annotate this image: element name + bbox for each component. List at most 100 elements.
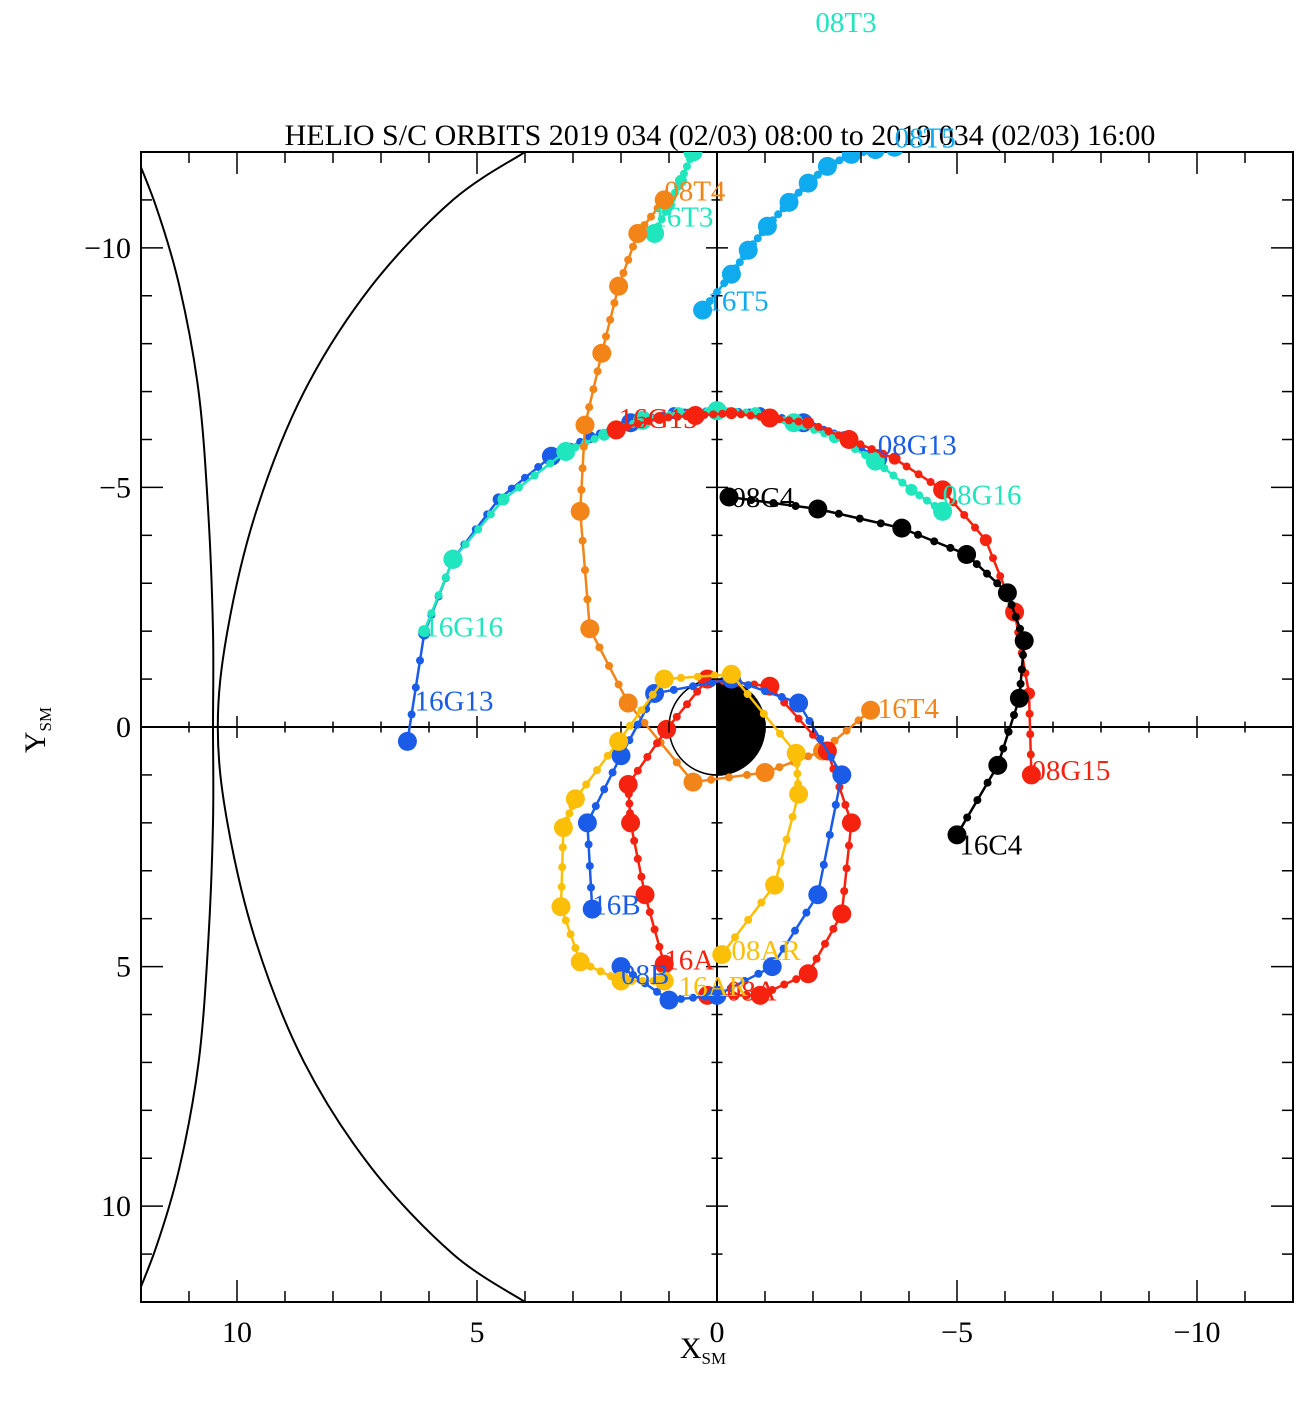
orbit-point-G16: [497, 493, 510, 506]
orbit-dot-A: [812, 954, 821, 963]
orbit-point-A: [618, 775, 638, 794]
orbit-dot-T3: [657, 215, 666, 224]
orbit-point-T3: [683, 152, 703, 162]
orbit-dot-B: [689, 993, 697, 1002]
orbit-dot-C4: [747, 495, 756, 504]
orbit-dot-T4: [577, 485, 586, 494]
orbit-dot-A: [729, 991, 738, 1000]
chart-title: HELIO S/C ORBITS 2019 034 (02/03) 08:00 …: [285, 119, 1156, 152]
orbit-dot-A: [645, 908, 654, 917]
orbit-dot-C4: [973, 796, 982, 805]
orbit-dot-A: [794, 714, 803, 723]
orbit-dot-B: [805, 717, 814, 726]
orbit-point-AR: [570, 952, 590, 972]
orbit-dot-A: [821, 939, 829, 948]
orbit-dot-G15: [718, 409, 727, 418]
orbit-dot-T4: [579, 442, 588, 451]
orbit-dot-C4: [983, 569, 991, 578]
orbit-dot-G15: [737, 410, 745, 419]
orbit-dot-G15: [673, 412, 682, 421]
orbit-dot-G15: [856, 440, 865, 449]
orbit-dot-B: [816, 734, 825, 743]
orbit-start-label-A: 16A: [664, 944, 714, 976]
orbit-dot-B: [754, 969, 763, 978]
orbit-dot-G16: [427, 609, 436, 618]
orbit-point-AR: [611, 971, 631, 991]
orbit-dot-G15: [902, 462, 911, 471]
orbit-dot-G15: [644, 416, 653, 425]
orbit-dot-T4: [672, 758, 681, 767]
orbit-dot-C4: [834, 509, 843, 518]
orbit-point-T4: [683, 772, 703, 792]
orbit-end-label-G16: 16G16: [424, 611, 503, 643]
orbit-point-G13: [541, 446, 561, 466]
orbit-point-AR: [712, 945, 732, 965]
orbit-point-AR: [789, 784, 809, 804]
orbit-dot-AR: [793, 769, 802, 778]
orbit-dot-A: [841, 800, 850, 809]
orbit-dot-G16: [486, 510, 495, 519]
orbit-end-label-T3: 16T3: [652, 202, 713, 234]
orbit-dot-C4: [983, 778, 992, 787]
orbit-dot-T5: [713, 288, 721, 297]
orbit-dot-C4: [972, 560, 981, 569]
orbit-dot-T3: [683, 162, 691, 171]
orbit-point-T5: [779, 192, 799, 212]
orbit-point-G15: [685, 406, 705, 426]
orbit-point-AR: [721, 664, 741, 684]
orbit-G16: [418, 401, 953, 638]
orbit-dot-G15: [814, 422, 823, 431]
orbit-dot-AR: [776, 858, 785, 867]
orbit-dot-T4: [593, 367, 602, 376]
orbit-point-C4: [988, 755, 1008, 775]
orbit-point-G15: [888, 452, 901, 465]
orbit-point-AR: [609, 731, 629, 751]
orbit-dot-G13: [534, 463, 543, 472]
orbit-dot-AR: [731, 933, 739, 942]
orbit-dot-T4: [707, 775, 715, 784]
earth-night-side: [717, 679, 765, 775]
orbit-dot-G15: [785, 416, 793, 425]
orbit-dot-A: [655, 942, 664, 951]
orbit-dot-A: [650, 925, 659, 934]
orbit-dot-A: [768, 985, 777, 994]
orbit-end-label-AR: 16AR: [679, 971, 749, 1003]
orbit-dot-G16: [530, 471, 539, 480]
orbit-dot-T4: [610, 298, 619, 307]
orbit-dot-T4: [578, 536, 587, 545]
orbit-dot-A: [842, 864, 851, 873]
orbit-point-C4: [947, 825, 967, 845]
orbit-dot-G16: [441, 573, 450, 582]
orbit-dot-A: [780, 980, 789, 989]
y-tick-label: 0: [116, 711, 131, 744]
orbit-dot-G16: [590, 434, 599, 443]
orbit-dot-G16: [434, 591, 443, 600]
orbit-point-G15: [839, 430, 859, 449]
orbit-dot-A: [845, 841, 853, 850]
orbit-point-B: [808, 885, 828, 905]
orbit-dot-B: [701, 992, 709, 1001]
orbit-dot-G16: [889, 471, 898, 480]
orbit-dot-B: [802, 908, 811, 917]
orbit-end-label-T4: 16T4: [878, 693, 940, 725]
orbit-dot-AR: [637, 706, 646, 715]
orbit-point-G16: [933, 501, 953, 521]
orbit-dot-A: [633, 766, 642, 775]
x-axis-label: XSM: [680, 1332, 726, 1368]
orbit-point-B: [577, 813, 597, 833]
orbit-dot-AR: [565, 809, 574, 818]
orbit-dot-B: [827, 752, 835, 761]
orbit-point-T4: [654, 190, 674, 210]
orbit-dot-T4: [614, 680, 623, 689]
orbit-dot-C4: [1011, 612, 1020, 621]
orbit-point-AR: [654, 971, 674, 991]
orbit-dot-B: [677, 994, 685, 1003]
orbit-dot-AR: [603, 751, 612, 760]
orbit-C4: [719, 487, 1034, 845]
orbit-dot-A: [630, 836, 639, 845]
orbit-dot-C4: [855, 514, 864, 523]
orbit-point-T5: [721, 264, 741, 284]
orbit-dot-T4: [606, 315, 615, 324]
orbit-dot-T4: [775, 763, 784, 772]
orbit-dot-C4: [1019, 651, 1027, 660]
